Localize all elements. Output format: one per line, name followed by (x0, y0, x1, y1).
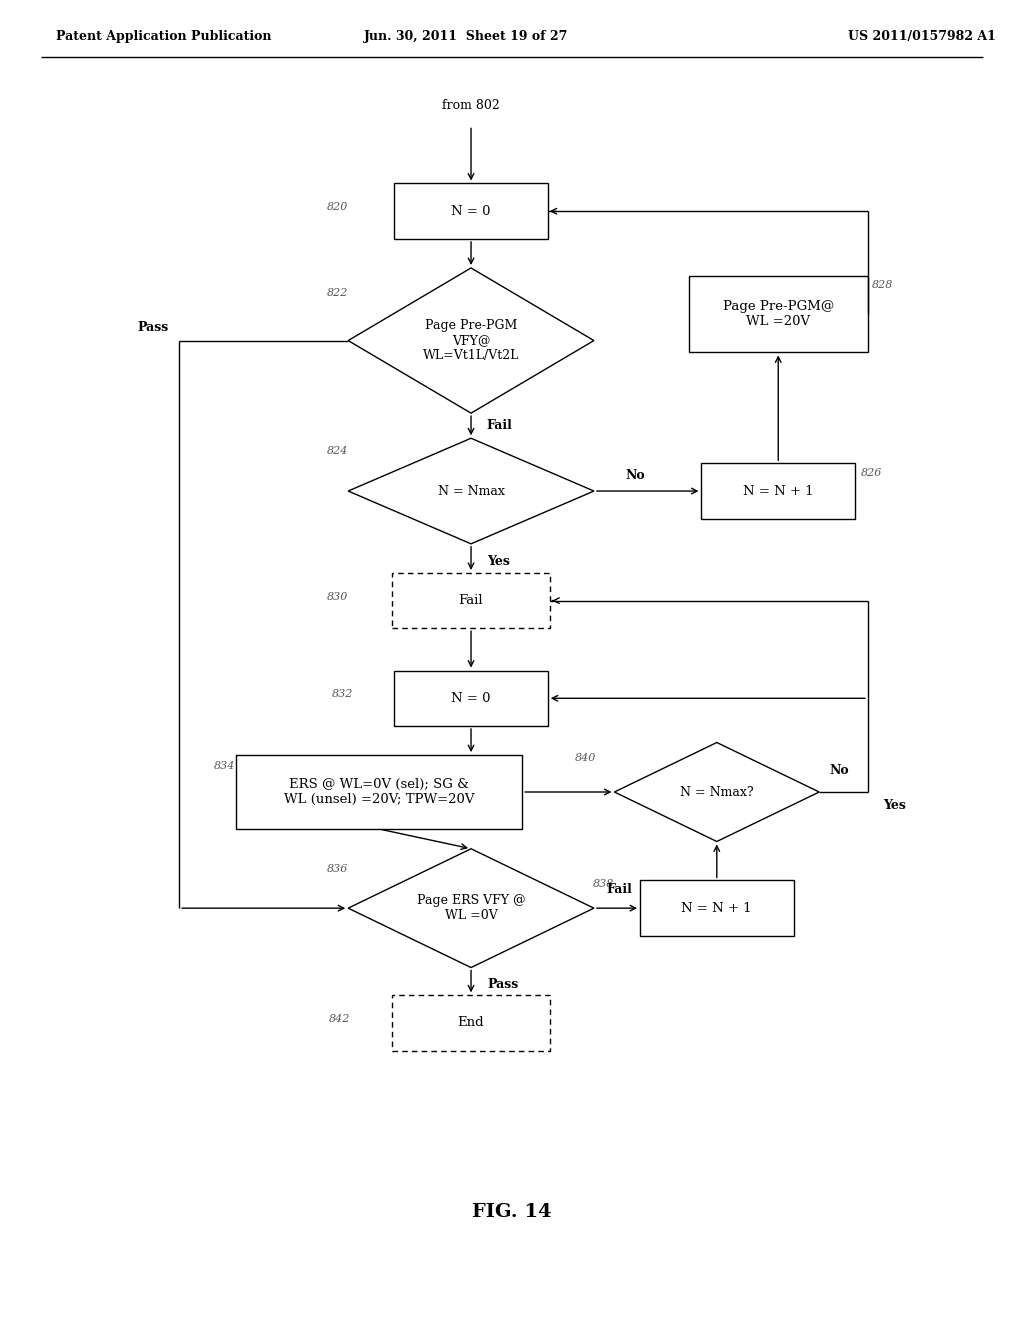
Polygon shape (614, 742, 819, 842)
Text: US 2011/0157982 A1: US 2011/0157982 A1 (848, 30, 995, 44)
Text: 820: 820 (327, 202, 348, 213)
Text: 834: 834 (214, 760, 236, 771)
FancyBboxPatch shape (394, 183, 548, 239)
FancyBboxPatch shape (391, 995, 551, 1051)
Text: 838: 838 (593, 879, 614, 890)
Text: 828: 828 (871, 280, 893, 290)
Polygon shape (348, 268, 594, 413)
Text: Pass: Pass (487, 978, 519, 991)
Text: 830: 830 (327, 591, 348, 602)
Text: N = N + 1: N = N + 1 (682, 902, 752, 915)
Text: N = Nmax?: N = Nmax? (680, 785, 754, 799)
Text: Fail: Fail (459, 594, 483, 607)
Text: N = Nmax: N = Nmax (437, 484, 505, 498)
Text: 836: 836 (327, 863, 348, 874)
Text: N = N + 1: N = N + 1 (743, 484, 813, 498)
Text: Fail: Fail (606, 883, 633, 896)
Polygon shape (348, 438, 594, 544)
Text: End: End (458, 1016, 484, 1030)
FancyBboxPatch shape (236, 755, 522, 829)
Text: ERS @ WL=0V (sel); SG &
WL (unsel) =20V; TPW=20V: ERS @ WL=0V (sel); SG & WL (unsel) =20V;… (284, 777, 474, 807)
Text: Pass: Pass (137, 321, 169, 334)
Text: N = 0: N = 0 (452, 205, 490, 218)
Text: No: No (625, 469, 645, 482)
Text: Yes: Yes (883, 799, 906, 812)
Text: Patent Application Publication: Patent Application Publication (56, 30, 271, 44)
Text: 832: 832 (332, 689, 353, 700)
Text: 842: 842 (329, 1014, 350, 1024)
Text: No: No (829, 764, 849, 777)
Text: FIG. 14: FIG. 14 (472, 1203, 552, 1221)
Text: 826: 826 (861, 467, 883, 478)
Text: N = 0: N = 0 (452, 692, 490, 705)
FancyBboxPatch shape (640, 880, 794, 936)
FancyBboxPatch shape (688, 276, 867, 352)
FancyBboxPatch shape (701, 463, 855, 519)
Text: 822: 822 (327, 288, 348, 298)
Text: Page Pre-PGM@
WL =20V: Page Pre-PGM@ WL =20V (723, 300, 834, 329)
Text: 824: 824 (327, 446, 348, 457)
Text: Page ERS VFY @
WL =0V: Page ERS VFY @ WL =0V (417, 894, 525, 923)
Text: 840: 840 (574, 752, 596, 763)
Polygon shape (348, 849, 594, 968)
Text: from 802: from 802 (442, 99, 500, 112)
Text: Page Pre-PGM
VFY@
WL=Vt1L/Vt2L: Page Pre-PGM VFY@ WL=Vt1L/Vt2L (423, 319, 519, 362)
FancyBboxPatch shape (394, 671, 548, 726)
FancyBboxPatch shape (391, 573, 551, 628)
Text: Jun. 30, 2011  Sheet 19 of 27: Jun. 30, 2011 Sheet 19 of 27 (364, 30, 568, 44)
Text: Fail: Fail (486, 418, 512, 432)
Text: Yes: Yes (487, 554, 510, 568)
